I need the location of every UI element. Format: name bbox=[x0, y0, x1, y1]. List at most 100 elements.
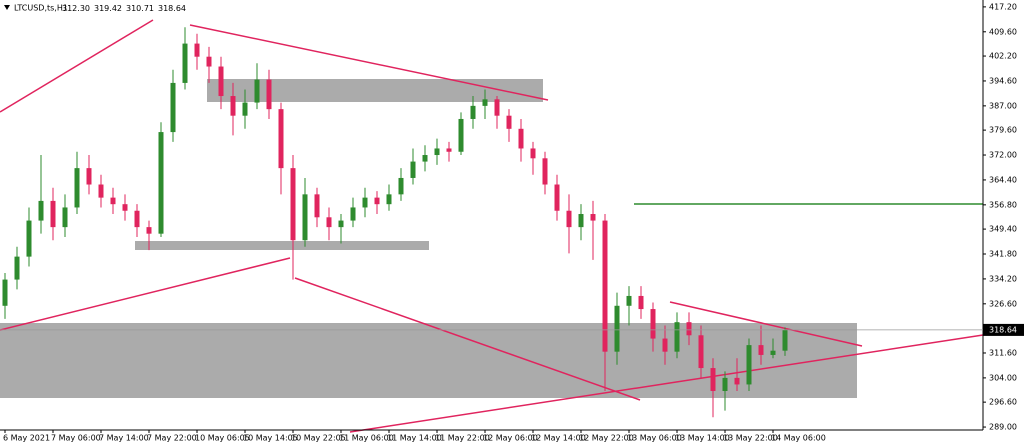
candle-body bbox=[602, 220, 608, 352]
candle-body bbox=[374, 197, 380, 205]
y-tick-label: 289.00 bbox=[989, 423, 1017, 432]
candle-body bbox=[674, 322, 680, 352]
x-tick-label: 13 May 14:00 bbox=[675, 434, 730, 443]
y-tick-label: 394.60 bbox=[989, 76, 1017, 85]
x-tick-label: 6 May 2021 bbox=[3, 434, 50, 443]
x-tick-label: 10 May 14:05 bbox=[243, 434, 298, 443]
candle-body bbox=[530, 148, 536, 159]
candle-body bbox=[518, 128, 524, 149]
candle-body bbox=[350, 207, 356, 221]
header-value: 318.64 bbox=[158, 4, 186, 13]
candle-body bbox=[722, 377, 728, 391]
x-tick-label: 12 May 22:00 bbox=[579, 434, 634, 443]
candle-body bbox=[266, 79, 272, 110]
current-price-tag bbox=[983, 323, 1024, 336]
header-value: 319.42 bbox=[94, 4, 122, 13]
y-tick-label: 364.40 bbox=[989, 175, 1017, 184]
candle-body bbox=[170, 82, 176, 133]
candle-body bbox=[686, 322, 692, 336]
candle-body bbox=[146, 227, 152, 234]
candle-body bbox=[746, 345, 752, 385]
y-tick-label: 379.60 bbox=[989, 126, 1017, 135]
zone bbox=[0, 323, 857, 398]
candle-body bbox=[14, 256, 20, 280]
candle-body bbox=[782, 329, 788, 351]
candle-body bbox=[698, 335, 704, 369]
y-tick-label: 341.80 bbox=[989, 250, 1017, 259]
trend-line bbox=[669, 301, 863, 347]
candle-body bbox=[362, 197, 368, 208]
x-tick-label: 11 May 06:00 bbox=[339, 434, 394, 443]
x-tick-label: 7 May 14:00 bbox=[99, 434, 149, 443]
candle-body bbox=[470, 105, 476, 119]
candle-body bbox=[122, 204, 128, 211]
candle-body bbox=[50, 200, 56, 228]
candle-body bbox=[230, 96, 236, 116]
x-tick-label: 13 May 06:00 bbox=[627, 434, 682, 443]
candle-body bbox=[626, 295, 632, 306]
candle-body bbox=[422, 155, 428, 162]
trend-line bbox=[294, 277, 641, 401]
candle-body bbox=[218, 66, 224, 97]
x-tick-label: 12 May 14:00 bbox=[531, 434, 586, 443]
candle-body bbox=[662, 338, 668, 352]
y-tick-label: 326.60 bbox=[989, 299, 1017, 308]
candle-body bbox=[194, 43, 200, 57]
header-value: 310.71 bbox=[126, 4, 154, 13]
candle-body bbox=[410, 161, 416, 178]
candle-body bbox=[326, 217, 332, 228]
y-tick-label: 304.00 bbox=[989, 373, 1017, 382]
x-tick-label: 12 May 06:00 bbox=[483, 434, 538, 443]
y-tick-label: 372.00 bbox=[989, 151, 1017, 160]
candle-body bbox=[74, 168, 80, 208]
candle-body bbox=[302, 194, 308, 241]
trend-line bbox=[349, 334, 984, 433]
candle-body bbox=[434, 148, 440, 156]
candle-body bbox=[446, 148, 452, 152]
zone bbox=[207, 79, 543, 102]
candle-body bbox=[458, 118, 464, 152]
candle-body bbox=[638, 295, 644, 310]
trend-line bbox=[0, 19, 154, 113]
trend-line bbox=[0, 257, 291, 331]
x-tick-label: 10 May 06:05 bbox=[195, 434, 250, 443]
candle-body bbox=[86, 168, 92, 185]
candle-body bbox=[542, 158, 548, 185]
candles bbox=[2, 27, 788, 418]
y-tick-label: 356.80 bbox=[989, 200, 1017, 209]
y-tick-label: 417.20 bbox=[989, 2, 1017, 11]
x-tick-label: 11 May 14:00 bbox=[387, 434, 442, 443]
candle-body bbox=[110, 197, 116, 205]
candle-body bbox=[494, 99, 500, 116]
candle-body bbox=[578, 214, 584, 228]
x-tick-label: 7 May 06:00 bbox=[51, 434, 101, 443]
y-tick-label: 402.20 bbox=[989, 52, 1017, 61]
candle-body bbox=[290, 168, 296, 241]
candle-body bbox=[566, 210, 572, 228]
candle-body bbox=[134, 210, 140, 228]
candle-body bbox=[278, 109, 284, 169]
x-tick-label: 7 May 22:00 bbox=[147, 434, 197, 443]
drawings bbox=[0, 19, 984, 433]
chart-title: LTCUSD,ts,H1 bbox=[14, 4, 68, 13]
candle-body bbox=[614, 305, 620, 352]
trend-line bbox=[189, 24, 549, 101]
candle-body bbox=[2, 279, 8, 306]
candle-body bbox=[38, 200, 44, 221]
candle-body bbox=[338, 220, 344, 228]
x-tick-label: 14 May 06:00 bbox=[771, 434, 826, 443]
candle-body bbox=[26, 220, 32, 257]
candle-body bbox=[62, 207, 68, 228]
candle-body bbox=[734, 377, 740, 385]
header-value: 312.30 bbox=[62, 4, 90, 13]
y-tick-label: 311.60 bbox=[989, 348, 1017, 357]
candle-body bbox=[254, 79, 260, 103]
candle-body bbox=[398, 177, 404, 195]
y-tick-label: 349.40 bbox=[989, 225, 1017, 234]
candle-body bbox=[98, 184, 104, 198]
collapse-icon[interactable] bbox=[4, 5, 10, 10]
candle-body bbox=[650, 309, 656, 339]
y-tick-label: 334.20 bbox=[989, 274, 1017, 283]
candle-body bbox=[590, 214, 596, 221]
